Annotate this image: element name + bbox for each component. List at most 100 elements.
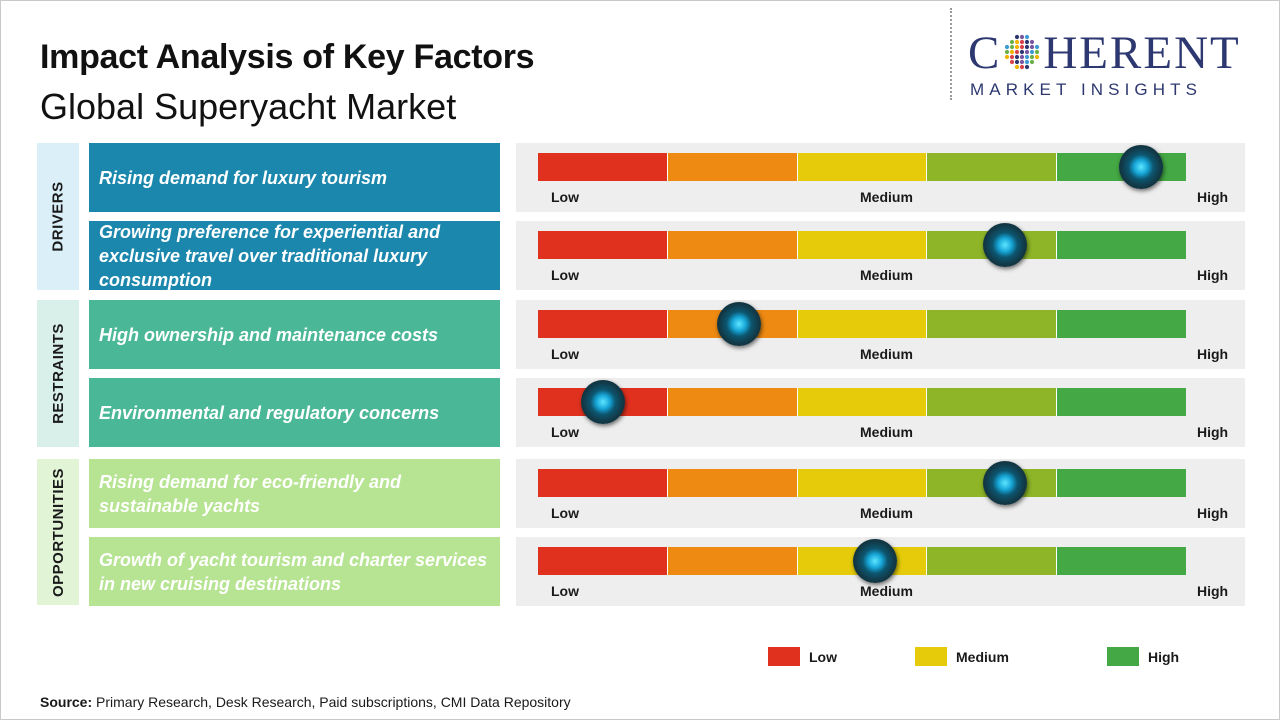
logo-dot (1025, 44, 1030, 50)
legend-label: High (1148, 648, 1180, 665)
category-drivers: DRIVERS (37, 143, 79, 290)
legend-swatch (1107, 647, 1139, 666)
logo-dot (1005, 44, 1010, 50)
logo-tagline: MARKET INSIGHTS (970, 80, 1203, 99)
legend-item-low: Low (768, 647, 837, 666)
impact-scale-segment (927, 547, 1058, 575)
scale-label-low: Low (551, 189, 579, 205)
impact-scale-bar (538, 231, 1186, 259)
scale-label-high: High (1197, 267, 1229, 283)
impact-scale-segment (797, 231, 928, 259)
scale-label-medium: Medium (860, 267, 913, 283)
factor-row: Rising demand for eco-friendly and susta… (89, 459, 500, 528)
logo-dot (1020, 34, 1025, 40)
scale-label-medium: Medium (860, 505, 913, 521)
scale-label-low: Low (551, 505, 579, 521)
source-label: Source: (40, 694, 93, 710)
logo-dot (1015, 49, 1020, 55)
logo-dot (1020, 59, 1025, 65)
impact-scale-bar (538, 388, 1186, 416)
impact-scale-segment (927, 153, 1058, 181)
logo-dot (1005, 54, 1010, 60)
logo-dot (1025, 59, 1030, 65)
page-title: Impact Analysis of Key Factors (40, 38, 535, 76)
impact-scale-segment (667, 231, 798, 259)
logo-dot (1015, 54, 1020, 60)
impact-scale-segment (667, 388, 798, 416)
logo-dots-icon (1005, 34, 1040, 70)
impact-meter: Low Medium High (516, 143, 1245, 212)
scale-label-low: Low (551, 267, 579, 283)
impact-scale-segment (927, 310, 1058, 338)
source-note: Source: Primary Research, Desk Research,… (40, 694, 571, 710)
scale-label-medium: Medium (860, 583, 913, 599)
logo-dot (1035, 44, 1040, 50)
category-restraints: RESTRAINTS (37, 300, 79, 447)
impact-scale-segment (538, 310, 668, 338)
impact-scale-segment (538, 231, 668, 259)
logo-dot (1025, 34, 1030, 40)
logo-dot (1025, 64, 1030, 70)
logo-dot (1030, 59, 1035, 65)
source-text: Primary Research, Desk Research, Paid su… (96, 694, 571, 710)
impact-scale-segment (1057, 469, 1186, 497)
impact-scale-segment (797, 469, 928, 497)
impact-meter: Low Medium High (516, 459, 1245, 528)
impact-indicator-knob (982, 223, 1027, 267)
logo-divider (950, 8, 952, 100)
logo-dot (1020, 44, 1025, 50)
factor-label: Rising demand for luxury tourism (99, 167, 388, 188)
scale-label-low: Low (551, 424, 579, 440)
logo: C HERENT (968, 30, 1241, 77)
impact-scale-segment (927, 388, 1058, 416)
logo-dot (1035, 49, 1040, 55)
impact-meter: Low Medium High (516, 300, 1245, 369)
impact-indicator-knob (982, 461, 1027, 505)
scale-label-low: Low (551, 346, 579, 362)
factor-label: Environmental and regulatory concerns (99, 402, 440, 423)
logo-dot (1025, 39, 1030, 45)
logo-dot (1030, 39, 1035, 45)
logo-dot (1010, 59, 1015, 65)
impact-scale-bar (538, 469, 1186, 497)
legend-item-medium: Medium (915, 647, 1009, 666)
impact-scale-segment (667, 153, 798, 181)
impact-meter: Low Medium High (516, 378, 1245, 447)
legend-swatch (915, 647, 947, 666)
logo-dot (1035, 54, 1040, 60)
factor-label: Rising demand for eco-friendly and susta… (99, 471, 402, 516)
scale-label-high: High (1197, 424, 1229, 440)
impact-scale-segment (1057, 231, 1186, 259)
scale-label-low: Low (551, 583, 579, 599)
factor-label: High ownership and maintenance costs (99, 324, 439, 345)
factor-row: High ownership and maintenance costs (89, 300, 500, 369)
impact-scale-segment (1057, 547, 1186, 575)
logo-dot (1015, 64, 1020, 70)
impact-scale-segment (1057, 310, 1186, 338)
impact-indicator-knob (852, 539, 897, 583)
scale-label-medium: Medium (860, 346, 913, 362)
logo-dot (1020, 49, 1025, 55)
logo-dot (1025, 49, 1030, 55)
scale-label-high: High (1197, 346, 1229, 362)
impact-scale-segment (538, 469, 668, 497)
impact-scale-segment (1057, 388, 1186, 416)
impact-indicator-knob (1118, 145, 1163, 189)
logo-dot (1020, 64, 1025, 70)
logo-dot (1015, 34, 1020, 40)
impact-scale-segment (797, 153, 928, 181)
logo-dot (1030, 44, 1035, 50)
impact-scale-bar (538, 153, 1186, 181)
page-subtitle: Global Superyacht Market (40, 86, 457, 127)
logo-dot (1020, 54, 1025, 60)
impact-scale-segment (538, 547, 668, 575)
impact-meter: Low Medium High (516, 537, 1245, 606)
logo-letter-c: C (968, 27, 1002, 79)
legend-item-high: High (1107, 647, 1179, 666)
impact-scale-bar (538, 310, 1186, 338)
legend-swatch (768, 647, 800, 666)
scale-label-high: High (1197, 189, 1229, 205)
logo-dot (1005, 49, 1010, 55)
factor-row: Growth of yacht tourism and charter serv… (89, 537, 500, 606)
impact-indicator-knob (580, 380, 625, 424)
